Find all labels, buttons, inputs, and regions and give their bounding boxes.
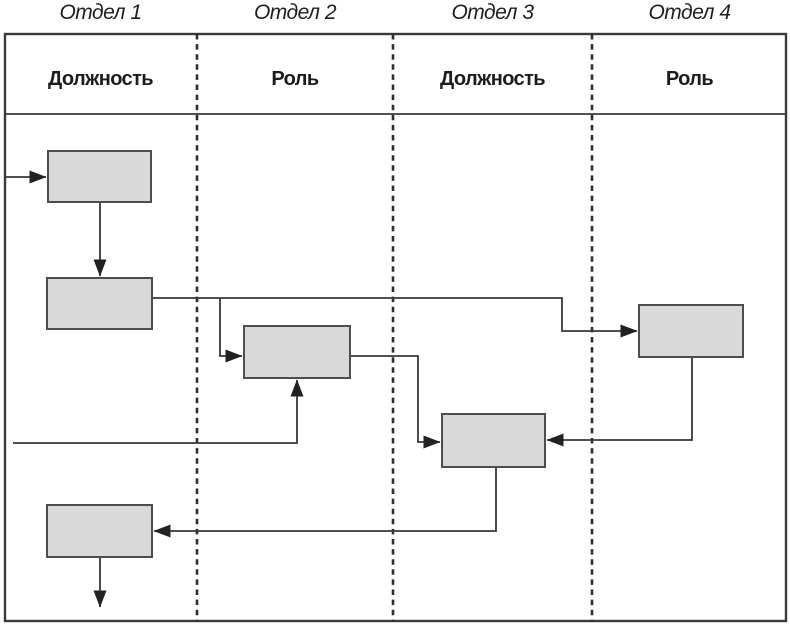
connector-box4-to-box5: [546, 357, 693, 447]
lane-header-1: Должность: [48, 68, 153, 90]
connector-branch-to-box3: [219, 298, 243, 363]
process-box-5: [441, 413, 546, 468]
connector-box3-to-box5: [350, 355, 441, 449]
diagram-frame: [3, 32, 788, 623]
lane-title-4: Отдел 4: [648, 1, 730, 24]
process-box-1: [47, 150, 152, 203]
process-box-6: [46, 504, 153, 558]
lane-header-4: Роль: [666, 68, 713, 90]
lane-header-3: Должность: [440, 68, 545, 90]
process-box-2: [46, 277, 153, 330]
connector-left-to-box3: [13, 379, 304, 444]
lane-title-1: Отдел 1: [59, 1, 141, 24]
process-box-4: [638, 304, 744, 358]
connector-box5-to-box6: [153, 467, 497, 538]
process-box-3: [243, 325, 351, 379]
lane-title-2: Отдел 2: [254, 1, 337, 24]
lane-header-2: Роль: [271, 68, 318, 90]
connector-box2-to-box4: [152, 297, 638, 338]
lane-title-3: Отдел 3: [451, 1, 534, 24]
